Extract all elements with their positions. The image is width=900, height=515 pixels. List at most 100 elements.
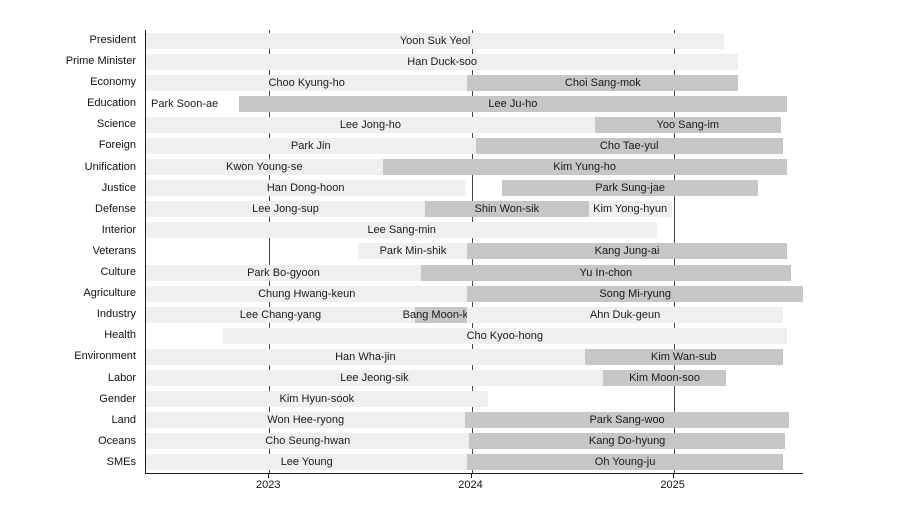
term-bar-lee-ju-ho: Lee Ju-ho	[239, 95, 787, 112]
timeline-row-industry: Lee Chang-yang Bang Moon-kyu Ahn Duk-geun	[146, 304, 803, 325]
row-label-agriculture: Agriculture	[83, 287, 136, 300]
minister-name-label: Lee Ju-ho	[488, 97, 538, 110]
row-label-culture: Culture	[100, 266, 136, 279]
minister-name-label: Kim Yong-hyun	[593, 203, 668, 216]
timeline-row-interior: Lee Sang-min	[146, 220, 803, 241]
plot-area: Yoon Suk Yeol Han Duck-soo Choo Kyung-ho Ch…	[145, 30, 803, 474]
term-bar-han-dong-hoon: Han Dong-hoon	[146, 180, 466, 197]
minister-name-label: Kim Hyun-sook	[279, 393, 355, 406]
minister-name-label: Kwon Young-se	[226, 161, 303, 174]
term-bar-oh-young-ju: Oh Young-ju	[467, 454, 783, 471]
minister-name-label: Han Wha-jin	[335, 350, 396, 363]
minister-name-label: Kang Jung-ai	[594, 245, 660, 258]
minister-name-label: Cho Seung-hwan	[265, 435, 351, 448]
term-bar-park-soon-ae: Park Soon-ae	[146, 96, 244, 112]
minister-name-label: Lee Sang-min	[367, 224, 436, 237]
term-bar-shin-won-sik: Shin Won-sik	[425, 201, 589, 218]
minister-name-label: Park Jin	[290, 139, 331, 152]
term-bar-park-bo-gyoon: Park Bo-gyoon	[146, 264, 421, 281]
term-bar-kim-wan-sub: Kim Wan-sub	[584, 348, 783, 365]
row-label-labor: Labor	[107, 371, 136, 384]
minister-name-label: Yu In-chon	[579, 266, 633, 279]
term-bar-yoon-suk-yeol: Yoon Suk Yeol	[146, 32, 725, 49]
term-bar-lee-jong-sup: Lee Jong-sup	[146, 201, 425, 218]
row-label-interior: Interior	[101, 223, 136, 236]
minister-name-label: Chung Hwang-keun	[258, 287, 356, 300]
term-bar-choo-kyung-ho: Choo Kyung-ho	[146, 74, 468, 91]
term-bar-won-hee-ryong: Won Hee-ryong	[146, 412, 466, 429]
timeline-row-president: Yoon Suk Yeol	[146, 30, 803, 51]
timeline-row-agriculture: Chung Hwang-keun Song Mi-ryung	[146, 283, 803, 304]
row-label-foreign: Foreign	[98, 139, 136, 152]
timeline-row-science: Lee Jong-ho Yoo Sang-im	[146, 114, 803, 135]
minister-name-label: Bang Moon-kyu	[402, 308, 480, 321]
term-bar-kim-moon-soo: Kim Moon-soo	[602, 370, 727, 387]
timeline-row-labor: Lee Jeong-sik Kim Moon-soo	[146, 368, 803, 389]
timeline-row-unification: Kwon Young-se Kim Yung-ho	[146, 157, 803, 178]
term-bar-park-jin: Park Jin	[146, 137, 476, 154]
gridline-2023	[269, 30, 271, 473]
timeline-row-veterans: Park Min-shik Kang Jung-ai	[146, 241, 803, 262]
minister-name-label: Lee Jong-ho	[339, 118, 401, 131]
minister-name-label: Shin Won-sik	[474, 203, 540, 216]
minister-name-label: Oh Young-ju	[594, 456, 656, 469]
minister-name-label: Han Duck-soo	[407, 55, 477, 68]
timeline-row-culture: Park Bo-gyoon Yu In-chon	[146, 262, 803, 283]
term-bar-choi-sang-mok: Choi Sang-mok	[467, 74, 739, 91]
minister-name-label: Park Soon-ae	[151, 97, 219, 110]
timeline-row-foreign: Park Jin Cho Tae-yul	[146, 135, 803, 156]
term-bar-bang-moon-kyu: Bang Moon-kyu	[403, 306, 480, 323]
term-bar-cho-kyoo-hong: Cho Kyoo-hong	[222, 327, 787, 344]
x-tick-2024	[470, 474, 472, 478]
row-label-unification: Unification	[84, 160, 136, 173]
term-bar-park-sang-woo: Park Sang-woo	[465, 412, 789, 429]
term-bar-kang-do-hyung: Kang Do-hyung	[469, 433, 785, 450]
term-bar-kwon-young-se: Kwon Young-se	[146, 159, 383, 176]
row-label-veterans: Veterans	[92, 244, 136, 257]
minister-name-label: Cho Tae-yul	[599, 139, 659, 152]
row-label-oceans: Oceans	[98, 434, 136, 447]
x-tick-2023	[268, 474, 270, 478]
minister-name-label: Park Bo-gyoon	[247, 266, 320, 279]
minister-name-label: Kim Moon-soo	[629, 372, 700, 385]
minister-name-label: Ahn Duk-geun	[589, 308, 661, 321]
minister-name-label: Choo Kyung-ho	[268, 76, 345, 89]
minister-name-label: Cho Kyoo-hong	[466, 329, 544, 342]
timeline-row-oceans: Cho Seung-hwan Kang Do-hyung	[146, 431, 803, 452]
term-bar-chung-hwang-keun: Chung Hwang-keun	[146, 285, 468, 302]
timeline-row-land: Won Hee-ryong Park Sang-woo	[146, 410, 803, 431]
row-label-science: Science	[96, 118, 136, 131]
x-tick-label-2023: 2023	[256, 479, 281, 491]
timeline-row-environment: Han Wha-jin Kim Wan-sub	[146, 346, 803, 367]
minister-name-label: Yoo Sang-im	[656, 118, 720, 131]
row-label-land: Land	[111, 413, 136, 426]
term-bar-ahn-duk-geun: Ahn Duk-geun	[467, 306, 783, 323]
term-bar-park-min-shik: Park Min-shik	[358, 243, 468, 260]
row-label-smes: SMEs	[106, 455, 136, 468]
row-label-health: Health	[104, 329, 136, 342]
timeline-row-justice: Han Dong-hoon Park Sung-jae	[146, 178, 803, 199]
minister-name-label: Kim Yung-ho	[553, 161, 617, 174]
row-label-defense: Defense	[95, 202, 136, 215]
term-bar-lee-young: Lee Young	[146, 454, 468, 471]
row-label-environment: Environment	[74, 350, 136, 363]
row-label-prime-minister: Prime Minister	[65, 55, 136, 68]
minister-name-label: Park Sung-jae	[595, 182, 665, 195]
term-bar-lee-jeong-sik: Lee Jeong-sik	[146, 370, 603, 387]
term-bar-cho-tae-yul: Cho Tae-yul	[475, 137, 783, 154]
term-bar-kim-hyun-sook: Kim Hyun-sook	[146, 391, 488, 408]
minister-name-label: Choi Sang-mok	[564, 76, 641, 89]
term-bar-kim-yung-ho: Kim Yung-ho	[382, 159, 787, 176]
row-label-justice: Justice	[101, 181, 136, 194]
term-bar-kim-yong-hyun: Kim Yong-hyun	[588, 201, 672, 218]
term-bar-kang-jung-ai: Kang Jung-ai	[467, 243, 787, 260]
timeline-row-gender: Kim Hyun-sook	[146, 389, 803, 410]
term-bar-lee-chang-yang: Lee Chang-yang	[146, 306, 415, 323]
term-bar-lee-jong-ho: Lee Jong-ho	[146, 116, 595, 133]
x-tick-label-2024: 2024	[458, 479, 483, 491]
term-bar-cho-seung-hwan: Cho Seung-hwan	[146, 433, 470, 450]
row-label-industry: Industry	[96, 308, 136, 321]
minister-name-label: Lee Young	[280, 456, 333, 469]
term-bar-lee-sang-min: Lee Sang-min	[146, 222, 658, 239]
